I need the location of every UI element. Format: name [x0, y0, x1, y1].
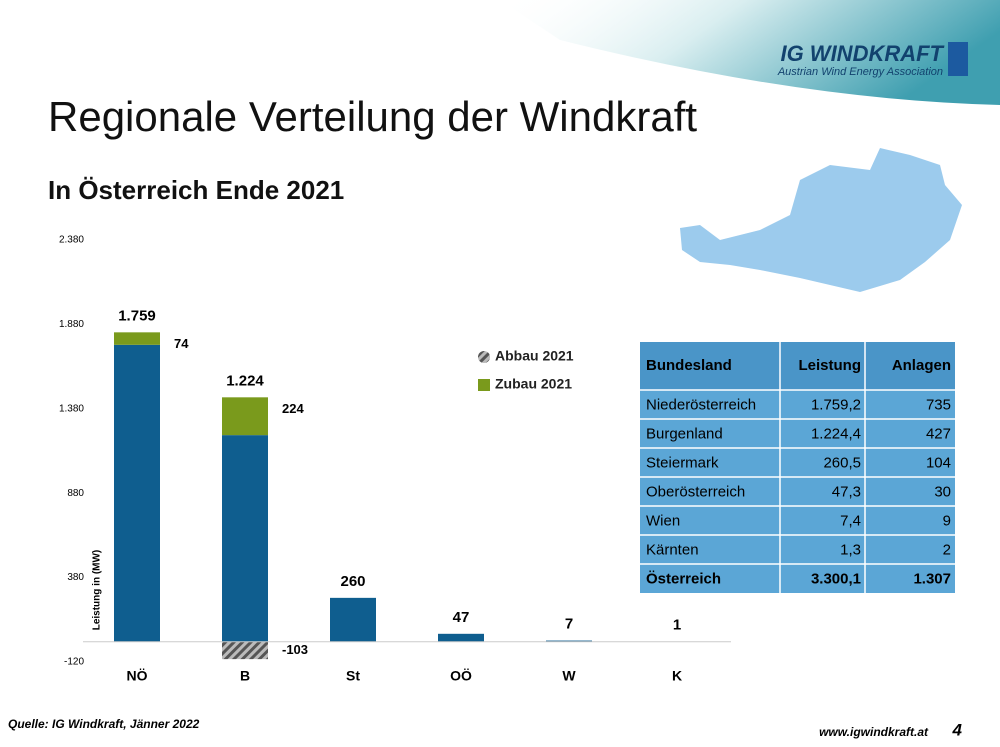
bar-segment — [222, 641, 268, 660]
value-label: 7 — [565, 616, 573, 633]
table-cell: 30 — [934, 483, 951, 500]
x-tick-label: NÖ — [127, 668, 148, 684]
table-cell: 1.759,2 — [811, 396, 861, 413]
table-cell: Bundesland — [646, 357, 732, 374]
value-label: -103 — [282, 642, 308, 657]
x-tick-label: St — [346, 668, 360, 684]
legend-label: Zubau 2021 — [495, 376, 572, 392]
header-band — [500, 0, 1000, 105]
table-cell: 3.300,1 — [811, 570, 861, 587]
bar-segment — [114, 344, 160, 642]
table-cell: Leistung — [799, 357, 862, 374]
x-tick-label: K — [672, 668, 682, 684]
legend-swatch — [478, 351, 490, 363]
legend-swatch — [478, 379, 490, 391]
bar-segment — [222, 435, 268, 642]
table-cell: Kärnten — [646, 541, 699, 558]
url: www.igwindkraft.at — [819, 725, 929, 739]
y-tick-label: 1.880 — [59, 319, 84, 330]
title: Regionale Verteilung der Windkraft — [48, 93, 697, 140]
page-number: 4 — [952, 720, 963, 739]
table-cell: Steiermark — [646, 454, 719, 471]
value-label: 1.224 — [226, 372, 264, 389]
table-cell: 260,5 — [823, 454, 861, 471]
source: Quelle: IG Windkraft, Jänner 2022 — [8, 717, 200, 731]
table-cell: Wien — [646, 512, 680, 529]
logo-icon — [948, 42, 968, 76]
table-cell: 1.307 — [913, 570, 951, 587]
table-cell: Österreich — [646, 570, 721, 587]
legend-label: Abbau 2021 — [495, 348, 574, 364]
table-cell: Oberösterreich — [646, 483, 745, 500]
bar-segment — [438, 633, 484, 642]
table-cell: Burgenland — [646, 425, 723, 442]
value-label: 1 — [673, 617, 681, 634]
logo-subtitle: Austrian Wind Energy Association — [777, 66, 943, 78]
value-label: 47 — [453, 609, 470, 626]
austria-map — [680, 148, 962, 292]
y-tick-label: -120 — [64, 657, 84, 668]
x-tick-label: B — [240, 668, 250, 684]
table-cell: Niederösterreich — [646, 396, 756, 413]
table-cell: 735 — [926, 396, 951, 413]
value-label: 1.759 — [118, 307, 156, 324]
table-cell: 1.224,4 — [811, 425, 861, 442]
bar-segment — [546, 640, 592, 642]
bar-segment — [222, 397, 268, 436]
table-cell: 47,3 — [832, 483, 861, 500]
bar-segment — [114, 332, 160, 345]
value-label: 224 — [282, 401, 304, 416]
table-cell: Anlagen — [892, 357, 951, 374]
bar-segment — [330, 597, 376, 642]
table-cell: 7,4 — [840, 512, 861, 529]
table-header-bg — [640, 342, 955, 390]
x-tick-label: W — [562, 668, 576, 684]
value-label: 260 — [340, 573, 365, 590]
subtitle: In Österreich Ende 2021 — [48, 175, 344, 205]
y-tick-label: 2.380 — [59, 235, 84, 246]
value-label: 74 — [174, 336, 189, 351]
table-cell: 9 — [943, 512, 951, 529]
table-cell: 427 — [926, 425, 951, 442]
y-tick-label: 1.380 — [59, 403, 84, 414]
y-tick-label: 880 — [67, 488, 84, 499]
table-cell: 2 — [943, 541, 951, 558]
table-cell: 104 — [926, 454, 951, 471]
logo: IG WINDKRAFT — [780, 41, 944, 66]
y-tick-label: 380 — [67, 572, 84, 583]
y-axis-label: Leistung in (MW) — [92, 550, 103, 631]
table-cell: 1,3 — [840, 541, 861, 558]
x-tick-label: OÖ — [450, 668, 472, 684]
